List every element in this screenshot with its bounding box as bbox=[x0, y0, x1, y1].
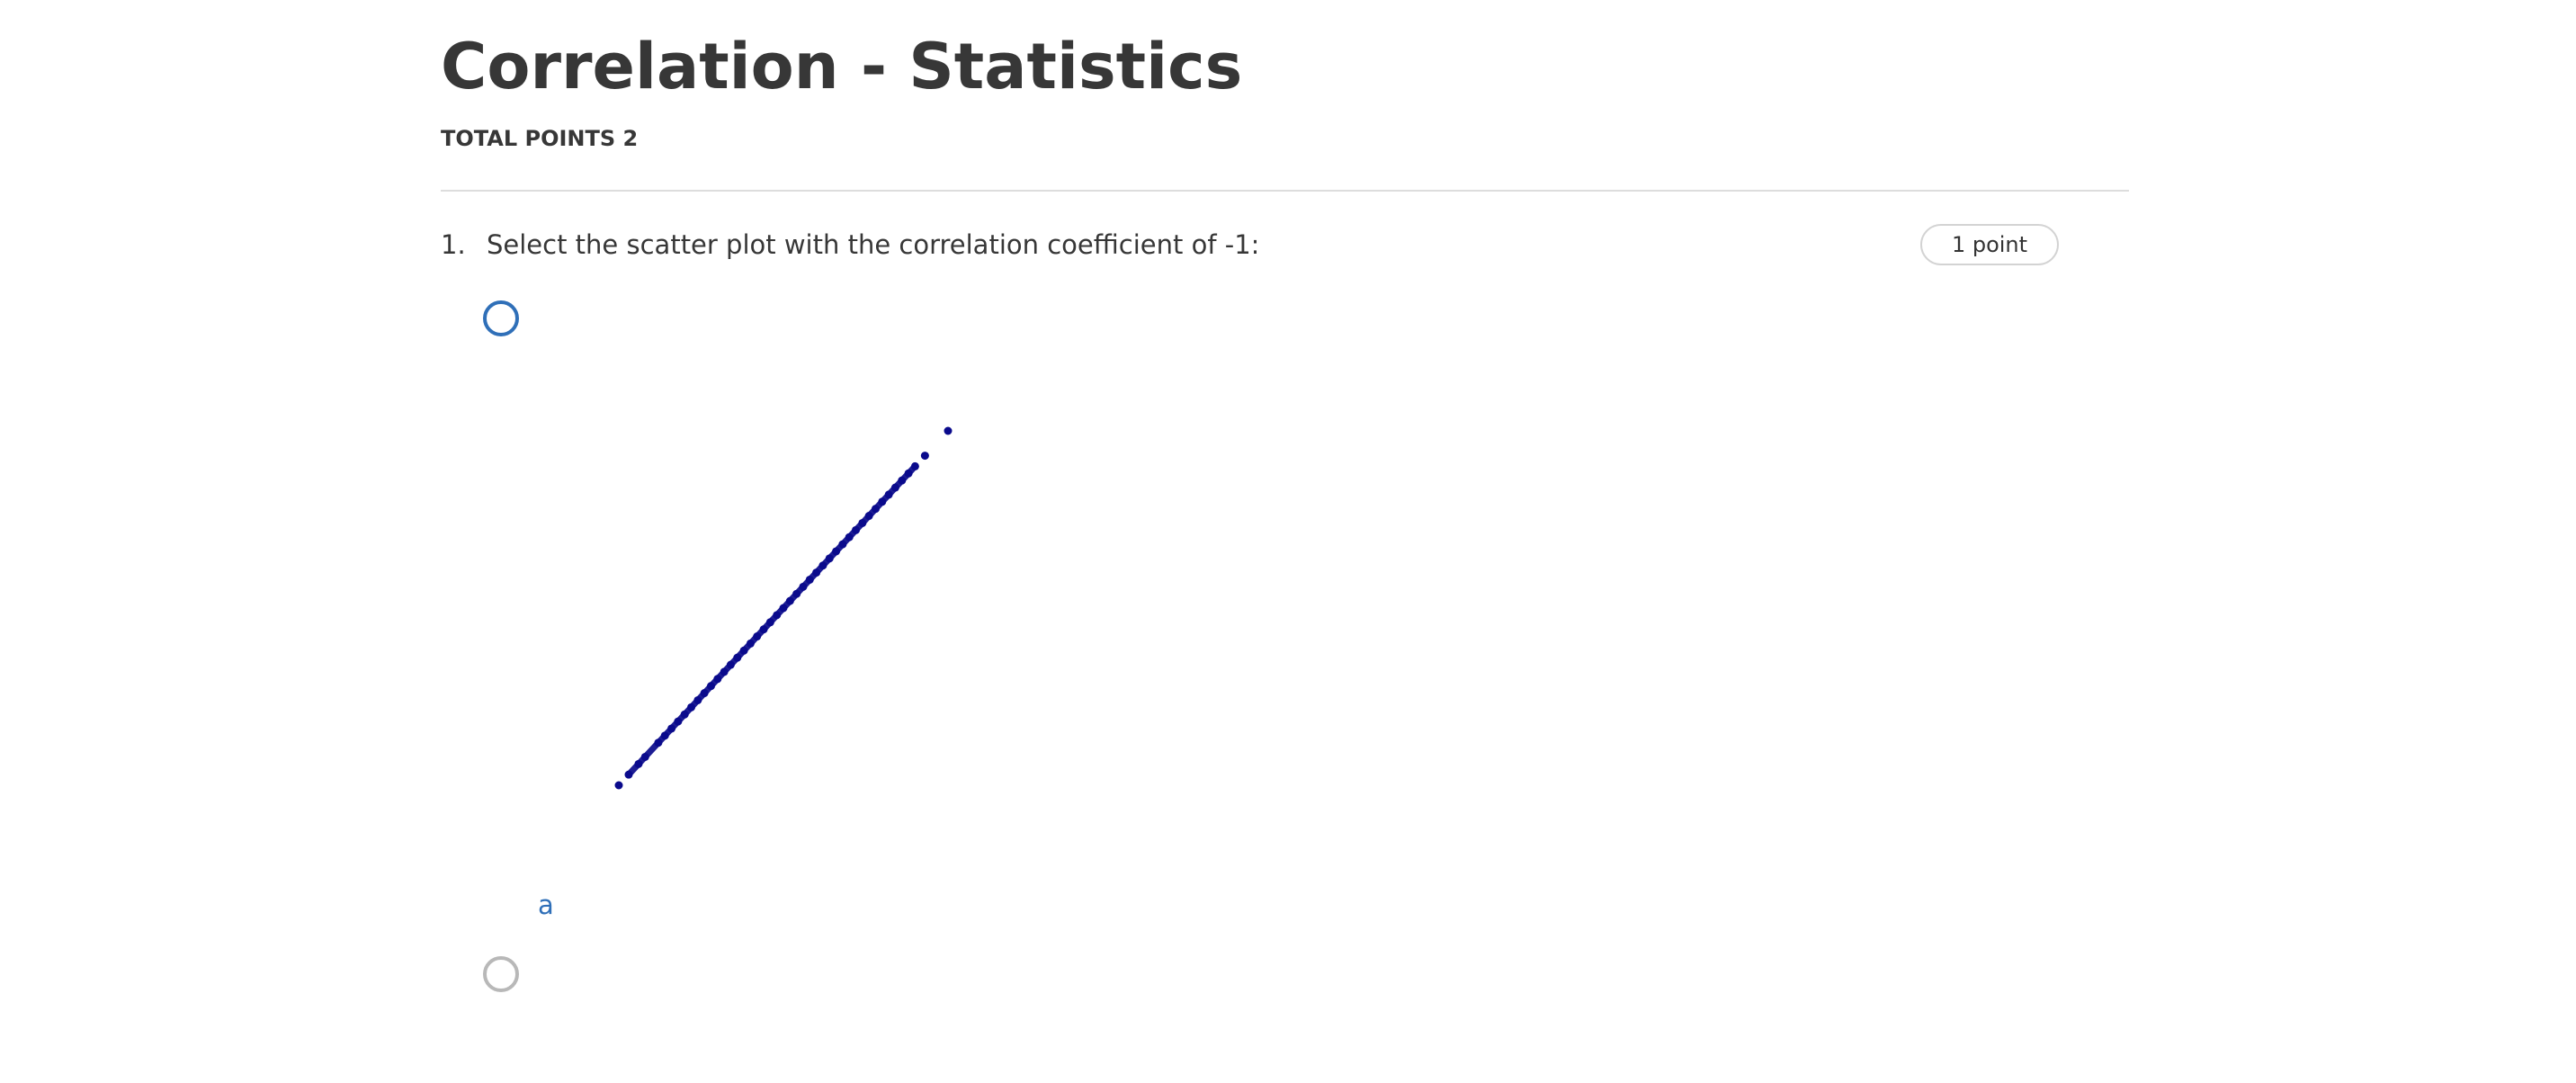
scatter-point bbox=[858, 518, 867, 527]
scatter-point bbox=[818, 561, 827, 570]
section-divider bbox=[441, 190, 2129, 192]
scatter-point bbox=[904, 469, 913, 478]
scatter-point bbox=[832, 547, 841, 556]
scatter-point bbox=[878, 497, 887, 506]
scatter-point bbox=[693, 695, 702, 704]
scatter-point bbox=[779, 604, 788, 613]
scatter-point bbox=[812, 568, 821, 577]
option-a-radio[interactable] bbox=[483, 300, 519, 336]
scatter-point bbox=[713, 675, 722, 684]
scatter-point bbox=[634, 759, 643, 768]
scatter-point bbox=[920, 452, 929, 461]
scatter-point bbox=[838, 540, 847, 549]
scatter-point bbox=[884, 490, 893, 499]
total-points: TOTAL POINTS 2 bbox=[441, 126, 639, 151]
scatter-point bbox=[720, 667, 729, 676]
option-a-label[interactable]: a bbox=[538, 890, 554, 920]
scatter-point bbox=[805, 575, 814, 584]
scatter-point bbox=[654, 738, 663, 747]
scatter-point bbox=[799, 582, 808, 591]
scatter-point bbox=[765, 618, 774, 627]
scatter-point bbox=[687, 703, 696, 712]
question-number: 1. bbox=[441, 229, 466, 260]
scatter-point bbox=[871, 505, 880, 514]
scatter-point bbox=[785, 596, 794, 605]
scatter-point bbox=[746, 639, 755, 648]
question-text: Select the scatter plot with the correla… bbox=[487, 229, 1260, 260]
option-a-scatter-plot[interactable] bbox=[594, 409, 971, 805]
scatter-point bbox=[773, 611, 782, 620]
scatter-point bbox=[753, 632, 762, 641]
scatter-point bbox=[680, 710, 689, 719]
scatter-point bbox=[700, 689, 709, 698]
scatter-point bbox=[898, 476, 907, 485]
scatter-point bbox=[852, 525, 861, 534]
scatter-point bbox=[890, 483, 899, 492]
option-b-radio[interactable] bbox=[483, 956, 519, 992]
scatter-point bbox=[759, 625, 768, 634]
scatter-point bbox=[792, 589, 801, 598]
scatter-point bbox=[733, 653, 742, 662]
points-badge: 1 point bbox=[1920, 224, 2059, 265]
scatter-point bbox=[674, 717, 683, 726]
scatter-point bbox=[944, 426, 953, 435]
scatter-point bbox=[640, 752, 649, 761]
scatter-point bbox=[739, 646, 748, 655]
scatter-point bbox=[726, 660, 735, 669]
scatter-point bbox=[825, 554, 834, 563]
scatter-point bbox=[864, 512, 873, 521]
quiz-title: Correlation - Statistics bbox=[441, 30, 1243, 103]
scatter-point bbox=[660, 731, 669, 740]
scatter-point bbox=[706, 682, 715, 691]
scatter-point bbox=[614, 781, 623, 790]
scatter-point bbox=[845, 533, 854, 542]
scatter-point bbox=[910, 461, 919, 470]
scatter-point bbox=[667, 724, 676, 733]
scatter-point bbox=[624, 770, 633, 779]
